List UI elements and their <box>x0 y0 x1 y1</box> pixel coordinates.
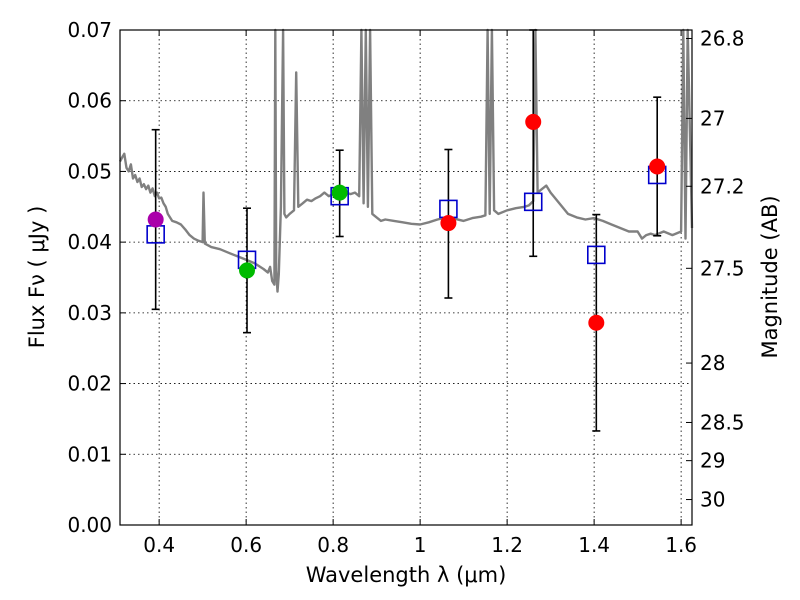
y2-tick-label: 29 <box>700 449 725 473</box>
model-flux-square <box>587 245 606 265</box>
observed-flux-point <box>525 113 542 130</box>
spectrum-line <box>118 28 694 293</box>
y2-tick-label: 30 <box>700 488 725 512</box>
y2-axis-label: Magnitude (AB) <box>758 195 782 358</box>
y2-tick-label: 28 <box>700 351 725 375</box>
y-tick-label: 0.00 <box>67 513 112 537</box>
y2-tick-label: 26.8 <box>700 26 745 50</box>
y-axis-label: Flux Fν ( μJy ) <box>25 206 49 349</box>
observed-flux-point <box>239 262 256 279</box>
y2-tick-label: 27.5 <box>700 256 745 280</box>
axis-ticks: 0.4 0.6 0.8 1 1.2 1.4 1.6 0.00 0.01 0.02 0.03 0.04 0… <box>67 18 744 557</box>
y2-tick-label: 28.5 <box>700 410 745 434</box>
y-tick-label: 0.07 <box>67 18 112 42</box>
observed-flux-point <box>588 314 605 331</box>
x-tick-label: 1.2 <box>491 533 523 557</box>
x-axis-label: Wavelength λ (μm) <box>306 563 507 587</box>
observed-marker-layer <box>147 113 666 331</box>
y-tick-label: 0.01 <box>67 442 112 466</box>
y2-tick-label: 27 <box>700 106 725 130</box>
y-tick-label: 0.05 <box>67 159 112 183</box>
observed-flux-point <box>331 184 348 201</box>
plot-frame <box>119 29 693 526</box>
model-marker-layer <box>146 165 667 270</box>
y2-tick-label: 27.2 <box>700 174 745 198</box>
spectrum-layer <box>118 28 694 293</box>
y-tick-label: 0.03 <box>67 301 112 325</box>
x-tick-label: 0.8 <box>317 533 349 557</box>
observed-flux-point <box>147 211 164 228</box>
observed-flux-point <box>649 158 666 175</box>
y-tick-label: 0.06 <box>67 89 112 113</box>
grid-lines <box>120 29 692 526</box>
observed-flux-point <box>440 215 457 232</box>
x-tick-label: 0.4 <box>143 533 175 557</box>
x-tick-label: 1 <box>414 533 427 557</box>
x-tick-label: 1.4 <box>578 533 610 557</box>
y-tick-label: 0.02 <box>67 372 112 396</box>
x-tick-label: 1.6 <box>665 533 697 557</box>
errorbar-layer <box>151 29 662 432</box>
y-tick-label: 0.04 <box>67 230 112 254</box>
model-flux-square <box>523 192 543 212</box>
x-tick-label: 0.6 <box>230 533 262 557</box>
